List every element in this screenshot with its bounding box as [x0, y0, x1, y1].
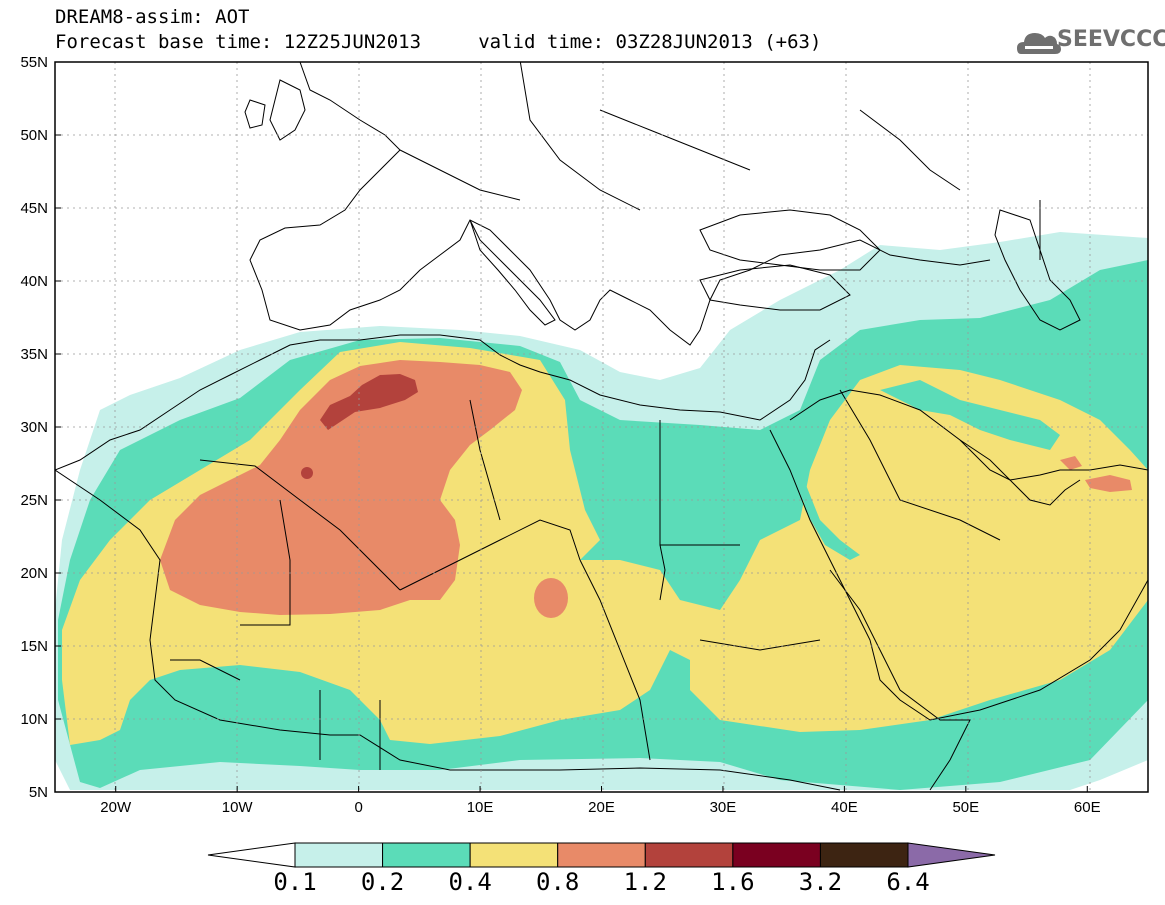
lat-label: 40N — [20, 273, 48, 290]
colorbar-level-label: 0.8 — [536, 868, 580, 896]
lat-label: 15N — [20, 638, 48, 655]
aot-patch-darkred-small — [301, 467, 313, 479]
colorbar-segment — [469, 842, 559, 868]
colorbar-level-label: 1.2 — [623, 868, 667, 896]
lon-label: 50E — [952, 799, 979, 816]
lat-label: 35N — [20, 346, 48, 363]
colorbar-level-label: 0.1 — [273, 868, 317, 896]
colorbar-under-triangle — [207, 842, 296, 868]
lat-label: 30N — [20, 419, 48, 436]
lat-label: 55N — [20, 54, 48, 71]
cloud-icon — [1017, 33, 1061, 54]
lat-label: 10N — [20, 711, 48, 728]
colorbar-over-triangle — [907, 842, 996, 868]
lon-label: 10W — [222, 799, 254, 816]
lon-label: 40E — [831, 799, 858, 816]
aot-patch-orange-iran — [1060, 456, 1082, 470]
colorbar-segment — [294, 842, 384, 868]
latitude-labels: 55N 50N 45N 40N 35N 30N 25N 20N 15N 10N 5N — [20, 54, 61, 801]
lon-label: 20E — [588, 799, 615, 816]
forecast-time-subtitle: Forecast base time: 12Z25JUN2013 valid t… — [55, 31, 822, 53]
lat-label: 50N — [20, 127, 48, 144]
aot-patch-green-east — [880, 380, 1060, 450]
colorbar-level-label: 6.4 — [886, 868, 930, 896]
colorbar-level-label: 3.2 — [798, 868, 843, 896]
grid-lines — [55, 62, 1148, 792]
lon-label: 30E — [710, 799, 737, 816]
longitude-labels: 20W 10W 0 10E 20E 30E 40E 50E 60E — [100, 786, 1101, 816]
lat-label: 45N — [20, 200, 48, 217]
colorbar-segment — [732, 842, 821, 868]
colorbar-level-label: 0.2 — [360, 868, 405, 896]
map-title: DREAM8-assim: AOT — [55, 6, 250, 28]
aot-patch-green-redsea — [800, 470, 860, 560]
colorbar-level-label: 1.6 — [711, 868, 755, 896]
aot-patch-orange-chad — [534, 578, 568, 618]
lon-label: 0 — [354, 799, 362, 816]
colorbar — [207, 842, 996, 868]
colorbar-segment — [557, 842, 646, 868]
aot-patch-orange-iran2 — [1085, 475, 1132, 492]
lat-label: 5N — [29, 784, 48, 801]
lat-label: 25N — [20, 492, 48, 509]
colorbar-level-label: 0.4 — [448, 868, 492, 896]
colorbar-segment — [382, 842, 471, 868]
aot-band-0.8 — [160, 360, 522, 615]
lon-label: 20W — [100, 799, 132, 816]
colorbar-segment — [644, 842, 734, 868]
lon-label: 60E — [1074, 799, 1101, 816]
colorbar-segment — [819, 842, 909, 868]
lat-label: 20N — [20, 565, 48, 582]
aot-band-1.2 — [320, 374, 418, 430]
lon-label: 10E — [467, 799, 494, 816]
logo-text: SEEVCCC — [1057, 27, 1165, 52]
